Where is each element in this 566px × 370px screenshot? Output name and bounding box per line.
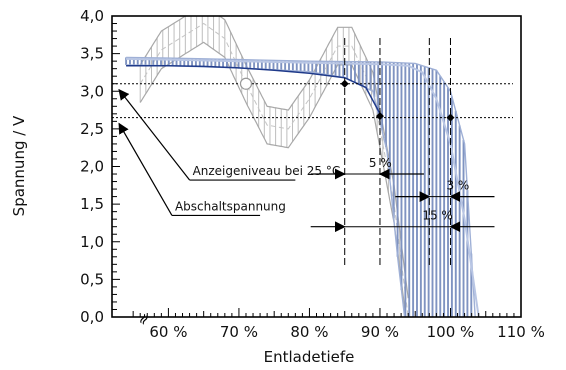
y-tick-label: 3,0 [80,82,104,100]
band-upper-edge [126,56,476,317]
oscillation-lower [139,41,407,317]
x-tick-label: 110 % [497,323,545,341]
y-tick-label: 4,0 [80,7,104,25]
x-tick-label: 100 % [427,323,475,341]
y-axis-title: Spannung / V [10,115,28,216]
y-tick-label: 2,5 [80,120,104,138]
x-tick-label: 90 % [361,323,399,341]
series-line [126,64,381,115]
annotation-label: Abschaltspannung [175,199,286,213]
oscillation-upper [139,16,409,299]
scatter-band [125,56,476,317]
point-marker [340,79,349,88]
y-tick-label: 3,5 [80,45,104,63]
voltage-curves [126,57,480,317]
point-marker [446,113,455,122]
spread-label: 15 % [422,209,453,223]
markers [239,77,455,122]
x-axis-title: Entladetiefe [264,348,355,366]
y-tick-label: 1,0 [80,233,104,251]
axes: 0,0 0,5 1,0 1,5 2,0 2,5 3,0 3,5 4,0 60 % 70 % 80 % 9… [80,7,545,341]
annotations: Anzeigeniveau bei 25 °C Abschaltspannung 5… [118,88,495,233]
series-line [126,57,480,317]
y-tick-label: 2,0 [80,158,104,176]
x-tick-label: 80 % [290,323,328,341]
spread-label: 5 % [369,156,392,170]
annotation-arrow [118,122,173,216]
annotation-label: Anzeigeniveau bei 25 °C [193,164,341,178]
annotation-arrow [118,88,191,181]
spread-label: 3 % [446,179,469,193]
y-tick-label: 0,5 [80,270,104,288]
x-tick-label: 70 % [220,323,258,341]
y-tick-label: 0,0 [80,308,104,326]
x-tick-label: 60 % [149,323,187,341]
y-tick-label: 1,5 [80,195,104,213]
point-marker [375,112,384,121]
open-marker [239,77,253,90]
reference-lines [112,38,513,265]
